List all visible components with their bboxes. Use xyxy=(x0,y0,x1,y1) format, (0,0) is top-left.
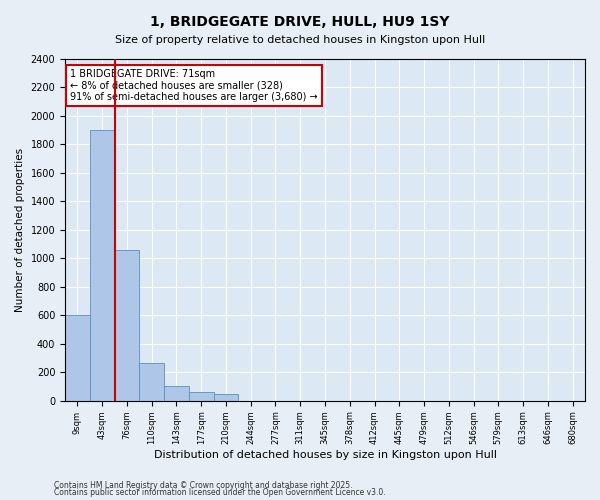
Bar xyxy=(189,392,214,400)
Bar xyxy=(115,250,139,400)
X-axis label: Distribution of detached houses by size in Kingston upon Hull: Distribution of detached houses by size … xyxy=(154,450,497,460)
Text: 1, BRIDGEGATE DRIVE, HULL, HU9 1SY: 1, BRIDGEGATE DRIVE, HULL, HU9 1SY xyxy=(150,15,450,29)
Text: 1 BRIDGEGATE DRIVE: 71sqm
← 8% of detached houses are smaller (328)
91% of semi-: 1 BRIDGEGATE DRIVE: 71sqm ← 8% of detach… xyxy=(70,70,318,102)
Bar xyxy=(90,130,115,400)
Text: Contains HM Land Registry data © Crown copyright and database right 2025.: Contains HM Land Registry data © Crown c… xyxy=(54,480,353,490)
Y-axis label: Number of detached properties: Number of detached properties xyxy=(15,148,25,312)
Bar xyxy=(65,316,90,400)
Text: Size of property relative to detached houses in Kingston upon Hull: Size of property relative to detached ho… xyxy=(115,35,485,45)
Text: Contains public sector information licensed under the Open Government Licence v3: Contains public sector information licen… xyxy=(54,488,386,497)
Bar xyxy=(164,386,189,400)
Bar xyxy=(214,394,238,400)
Bar xyxy=(139,363,164,401)
